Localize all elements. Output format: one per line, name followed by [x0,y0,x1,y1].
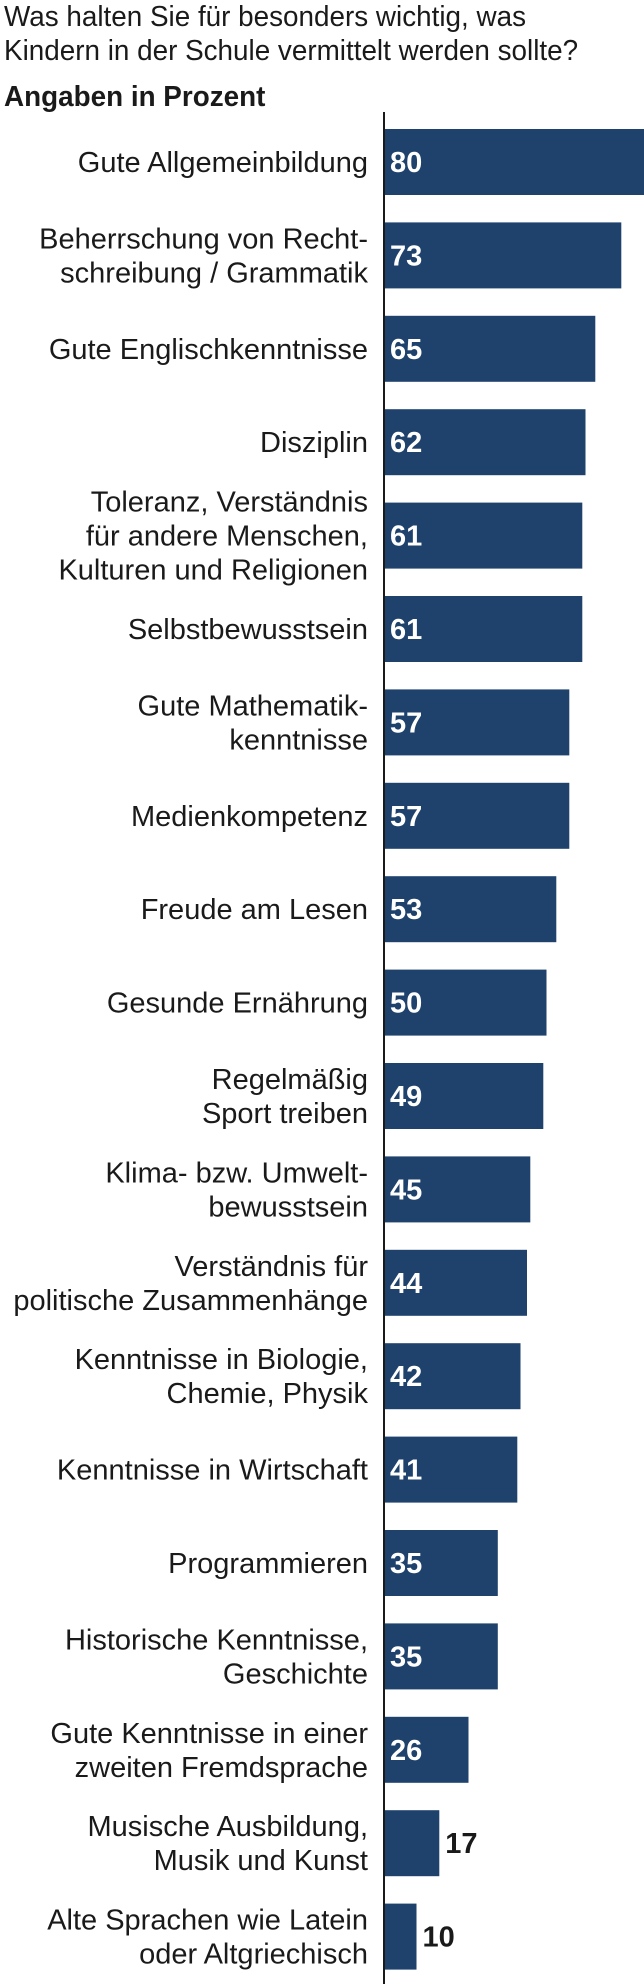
bar [384,222,622,289]
category-label-line: bewusstsein [208,1191,368,1223]
category-label: Toleranz, Verständnis für andere Menschen… [58,487,368,587]
bar-value-label: 57 [390,801,422,833]
category-label-line: politische Zusammenhänge [13,1285,368,1317]
bar [384,1810,440,1877]
category-label: Beherrschung von Recht-schreibung / Gram… [39,223,368,289]
bar [384,1436,518,1503]
category-label-line: Regelmäßig [212,1064,368,1096]
category-label: Klima- bzw. Umwelt-bewusstsein [105,1157,368,1223]
bars-layer [384,129,644,1970]
category-label: Gute Allgemeinbildung [78,147,368,179]
bar [384,969,547,1036]
category-labels-layer: Gute Allgemeinbildung Beherrschung von Re… [13,147,368,1971]
category-label: Freude am Lesen [141,894,368,926]
bar [384,502,583,569]
category-label: Alte Sprachen wie Latein oder Altgriechis… [47,1905,368,1971]
category-label-line: zweiten Fremdsprache [75,1752,368,1784]
category-label-line: Gute Englischkenntnisse [49,334,368,366]
bar-value-label: 26 [390,1735,422,1767]
category-label-line: Musische Ausbildung, [88,1811,369,1843]
category-label: Gute Mathematik-kenntnisse [138,690,368,756]
bar [384,876,557,943]
category-label-line: Disziplin [260,427,368,459]
category-label: Kenntnisse in Wirtschaft [57,1455,368,1487]
bar [384,129,644,195]
bar-value-label: 49 [390,1081,422,1113]
bar [384,1249,527,1316]
category-label: Selbstbewusstsein [128,614,368,646]
category-label-line: Musik und Kunst [154,1845,368,1877]
bar [384,596,583,662]
bar-value-label: 17 [445,1828,477,1860]
bar [384,1530,498,1596]
category-label: Gute Englischkenntnisse [49,334,368,366]
bar [384,1063,544,1129]
category-label-line: schreibung / Grammatik [60,257,368,289]
bar-value-label: 42 [390,1361,422,1393]
category-label-line: Sport treiben [202,1098,368,1130]
category-label-line: Verständnis für [175,1251,369,1283]
bar [384,1623,498,1690]
category-label: Regelmäßig Sport treiben [202,1064,368,1130]
bar-value-label: 50 [390,988,422,1020]
bar-value-label: 35 [390,1548,422,1580]
category-label-line: Gute Allgemeinbildung [78,147,368,179]
category-label-line: für andere Menschen, [86,521,368,553]
category-label-line: Gute Kenntnisse in einer [50,1718,368,1750]
category-label-line: Programmieren [168,1548,368,1580]
category-label: Musische Ausbildung, Musik und Kunst [88,1811,369,1877]
bar-value-label: 10 [423,1922,455,1954]
category-label-line: Geschichte [223,1658,368,1690]
category-label-line: Medienkompetenz [131,801,368,833]
category-label-line: Gesunde Ernährung [107,988,368,1020]
bar-value-label: 57 [390,707,422,739]
category-label-line: Kenntnisse in Biologie, [75,1344,368,1376]
bar [384,315,596,382]
value-labels-layer: 80 73 65 62 61 61 57 57 53 50 49 45 44 42 41 35 35 26 17 10 [390,147,478,1954]
bar [384,782,570,849]
chart-title: Was halten Sie für besonders wichtig, wa… [4,1,579,67]
category-label-line: Freude am Lesen [141,894,368,926]
bar [384,1903,417,1970]
category-label-line: kenntnisse [229,724,368,756]
chart-subtitle: Angaben in Prozent [4,81,266,113]
bar-value-label: 41 [390,1455,422,1487]
category-label-line: Historische Kenntnisse, [65,1624,368,1656]
category-label-line: Kulturen und Religionen [58,555,368,587]
bar [384,1156,531,1223]
bar-value-label: 61 [390,614,422,646]
category-label: Kenntnisse in Biologie, Chemie, Physik [75,1344,369,1410]
bar-value-label: 73 [390,240,422,272]
category-label-line: Beherrschung von Recht- [39,223,368,255]
category-label: Gute Kenntnisse in einer zweiten Fremdspr… [50,1718,368,1784]
bar-value-label: 80 [390,147,422,179]
category-label-line: Klima- bzw. Umwelt- [105,1157,368,1189]
category-label-line: Chemie, Physik [167,1378,369,1410]
bar-value-label: 53 [390,894,422,926]
bar [384,409,586,476]
category-label: Verständnis für politische Zusammenhänge [13,1251,368,1317]
bar [384,1343,521,1410]
category-label-line: Kenntnisse in Wirtschaft [57,1455,368,1487]
category-label: Disziplin [260,427,368,459]
category-label-line: Alte Sprachen wie Latein [47,1905,368,1937]
bar-value-label: 35 [390,1641,422,1673]
category-label: Gesunde Ernährung [107,988,368,1020]
bar-value-label: 65 [390,334,422,366]
category-label: Historische Kenntnisse, Geschichte [65,1624,368,1690]
bar [384,1716,469,1783]
bar-value-label: 45 [390,1174,422,1206]
category-label-line: Toleranz, Verständnis [91,487,368,519]
category-label-line: Gute Mathematik- [138,690,368,722]
category-label-line: Selbstbewusstsein [128,614,368,646]
category-label: Medienkompetenz [131,801,368,833]
category-label: Programmieren [168,1548,368,1580]
bar-value-label: 44 [390,1268,422,1300]
category-label-line: oder Altgriechisch [139,1939,368,1971]
bar-value-label: 62 [390,427,422,459]
bar-value-label: 61 [390,521,422,553]
bar [384,689,570,756]
